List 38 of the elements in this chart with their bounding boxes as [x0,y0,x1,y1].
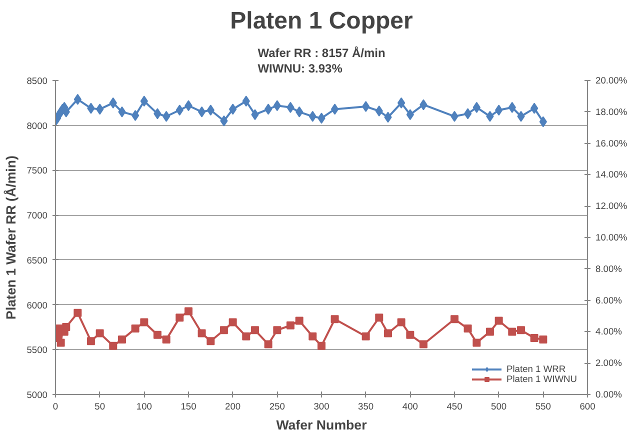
x-tick-label: 0 [52,402,58,412]
y-axis-title: Platen 1 Wafer RR (Å/min) [4,156,19,320]
y2-tick-label: 2.00% [596,358,622,368]
x-tick-label: 300 [314,402,330,412]
x-tick-label: 200 [225,402,241,412]
y-tick-label: 8000 [26,120,48,131]
y2-tick-label: 18.00% [596,106,628,117]
x-tick-label: 500 [491,402,507,412]
y-tick-label: 6000 [26,300,48,310]
x-tick-label: 50 [94,402,106,412]
y2-tick-label: 10.00% [596,232,628,242]
y2-tick-label: 0.00% [596,390,622,400]
y-tick-label: 5500 [26,345,48,356]
x-tick-label: 100 [136,402,152,412]
y2-tick-label: 4.00% [596,326,622,337]
y2-tick-label: 14.00% [596,170,628,180]
y-tick-label: 7500 [26,166,48,176]
legend-label: Platen 1 WIWNU [506,374,577,384]
x-tick-label: 450 [446,402,462,412]
x-tick-label: 600 [580,402,596,412]
chart-title: Platen 1 Copper [230,8,413,34]
y2-tick-label: 6.00% [596,295,622,306]
y-tick-label: 6500 [26,255,48,266]
x-tick-label: 150 [180,402,196,412]
chart-subtitle: Wafer RR : 8157 Å/min WIWNU: 3.93% [258,46,386,76]
x-tick-label: 550 [535,402,551,412]
y-tick-label: 7000 [26,210,48,221]
y2-tick-label: 20.00% [596,76,628,86]
y2-tick-label: 16.00% [596,138,628,148]
legend-label: Platen 1 WRR [506,364,566,374]
y-tick-label: 8500 [26,76,48,86]
x-tick-label: 400 [402,402,418,412]
y2-tick-label: 12.00% [596,201,628,212]
y-tick-label: 5000 [26,390,48,400]
y2-tick-label: 8.00% [596,264,622,274]
x-tick-label: 350 [358,402,374,412]
x-tick-label: 250 [269,402,285,412]
x-axis-title: Wafer Number [276,418,367,432]
